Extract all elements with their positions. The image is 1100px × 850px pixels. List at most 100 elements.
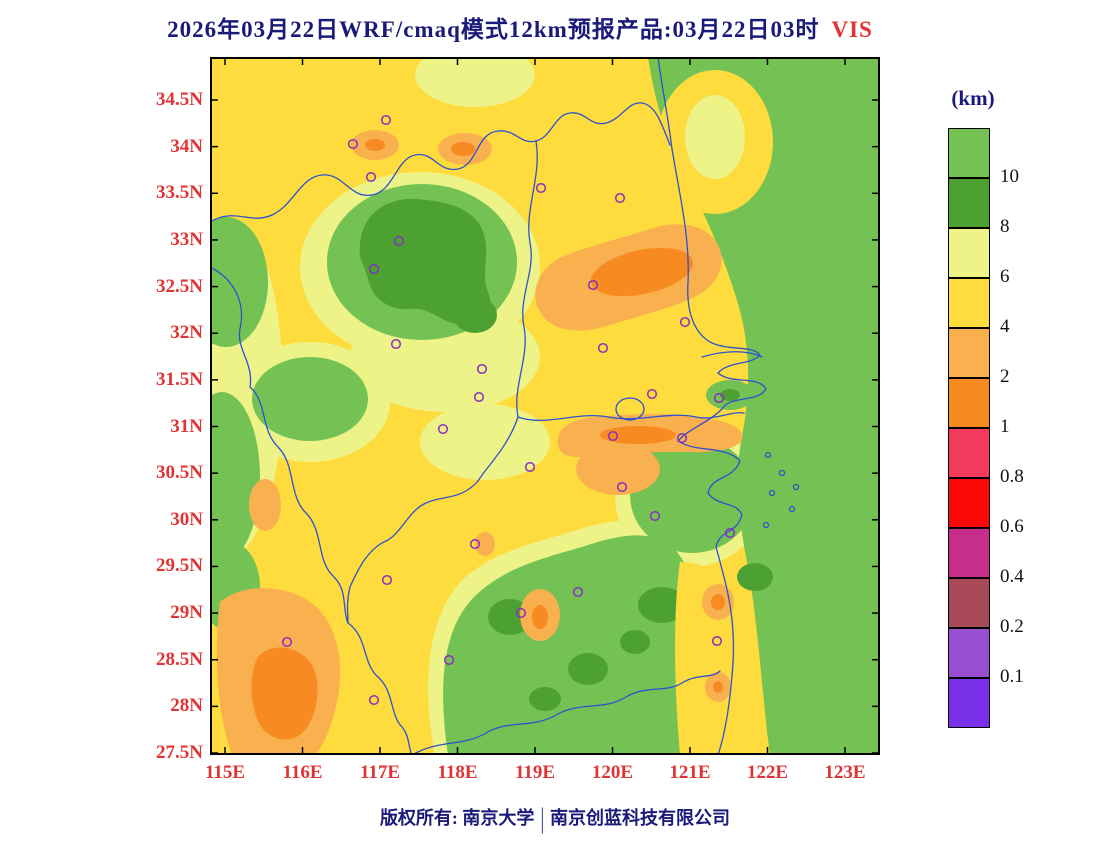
lat-label: 28.5N [156,648,203,670]
legend-swatch [948,528,990,578]
station-marker [437,423,449,435]
legend-swatch [948,328,990,378]
map-frame [210,57,880,755]
station-marker [679,316,691,328]
lat-label: 33.5N [156,182,203,204]
lat-label: 30N [170,508,203,530]
station-marker [443,654,455,666]
contour [720,389,740,401]
station-marker [469,538,481,550]
legend-swatch [948,428,990,478]
colorbar-unit-label: (km) [951,86,995,110]
legend-tick-label: 6 [1000,266,1010,287]
station-marker [572,586,584,598]
station-marker [390,338,402,350]
legend-swatch [948,578,990,628]
contour [529,687,561,711]
contour [638,587,686,623]
contour [251,647,318,740]
boundary-line [477,416,519,482]
boundary-line [346,480,479,624]
station-marker [713,392,725,404]
boundary-line [516,140,538,418]
contour [453,297,497,333]
boundary-line [411,670,721,756]
contour [737,563,773,591]
legend-tick-label: 10 [1000,166,1019,187]
lat-label: 29N [170,602,203,624]
boundary-line [209,102,671,223]
footer-right: 南京创蓝科技有限公司 [550,808,731,828]
legend-swatch [948,278,990,328]
boundary-line [209,266,349,624]
legend-tick-label: 2 [1000,366,1010,387]
lat-label: 29.5N [156,555,203,577]
station-marker [368,694,380,706]
province-boundaries [209,56,800,756]
legend-tick-label: 1 [1000,416,1010,437]
station-markers-layer [281,114,736,706]
legend-tick-label: 0.2 [1000,616,1024,637]
contour [620,630,650,654]
page-title: 2026年03月22日WRF/cmaq模式12km预报产品:03月22日03时 V… [95,10,945,44]
station-marker [380,114,392,126]
island [768,489,776,497]
contour-band-1-2 [251,139,725,740]
legend-swatch [948,178,990,228]
contour [576,443,660,495]
station-marker [393,235,405,247]
lon-label: 119E [514,762,556,783]
station-marker [368,263,380,275]
lat-label: 27.5N [156,742,203,763]
contour [600,426,676,444]
lake-outline [615,397,645,421]
legend-tick-label: 8 [1000,216,1010,237]
station-marker [676,432,688,444]
station-marker [473,391,485,403]
station-marker [587,279,599,291]
boundary-line [347,622,413,756]
contour [443,535,695,755]
footer-left: 版权所有: 南京大学 [379,808,535,828]
station-marker [535,182,547,194]
lon-label: 116E [282,762,323,783]
lat-label: 28N [170,695,203,717]
forecast-map [173,43,880,756]
boundary-line [517,412,745,421]
lon-label: 122E [746,762,789,783]
contour [451,142,475,156]
contour [249,479,281,531]
legend-tick-label: 0.8 [1000,466,1024,487]
lat-label: 32N [170,322,203,344]
station-marker [524,461,536,473]
title-text: 2026年03月22日WRF/cmaq模式12km预报产品:03月22日03时 [167,17,820,42]
contour-map-svg [173,43,880,756]
station-marker [597,342,609,354]
station-marker [365,171,377,183]
lat-label: 32.5N [156,275,203,297]
lon-label: 117E [359,762,401,783]
legend-swatch [948,378,990,428]
island [762,521,770,529]
legend-swatch [948,478,990,528]
contour [590,247,694,297]
station-marker [616,481,628,493]
contour-band-8-10 [359,198,773,711]
legend-tick-label: 4 [1000,316,1010,337]
coastline [657,56,767,756]
lat-label: 31N [170,415,203,437]
station-marker [381,574,393,586]
station-marker [281,636,293,648]
lat-label: 34.5N [156,89,203,110]
station-marker [347,138,359,150]
contour [532,605,548,629]
legend-tick-label: 0.4 [1000,566,1024,587]
legend-swatch [948,128,990,178]
contour [252,357,368,441]
boundary-line [701,351,763,358]
contour [475,532,495,556]
island [764,451,772,459]
station-marker [607,430,619,442]
legend-tick-label: 0.6 [1000,516,1024,537]
legend-swatch [948,628,990,678]
